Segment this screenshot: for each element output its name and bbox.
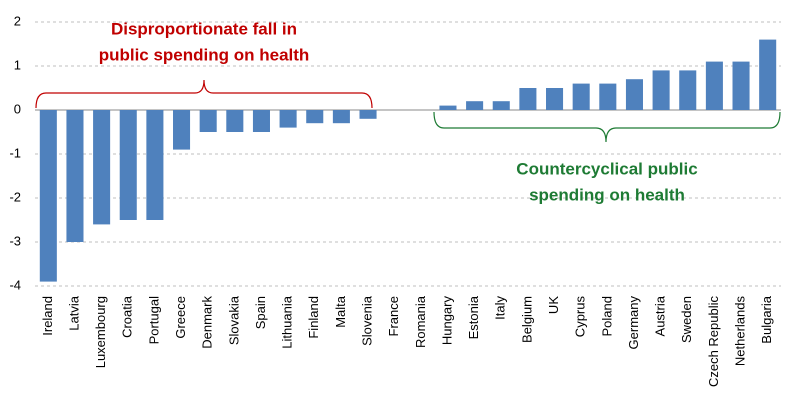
x-tick-label: Finland: [306, 296, 321, 339]
bar: [119, 110, 137, 220]
x-tick-label: Czech Republic: [706, 296, 721, 388]
bar: [93, 110, 111, 225]
brace: [35, 79, 373, 109]
x-tick-label: Cyprus: [573, 296, 588, 338]
y-tick-label: -1: [9, 145, 21, 160]
bar: [39, 110, 57, 282]
x-tick-label: Slovenia: [359, 295, 374, 346]
bar: [173, 110, 191, 150]
x-tick-label: Sweden: [679, 296, 694, 343]
bar: [466, 101, 484, 110]
bar: [732, 61, 750, 110]
y-tick-label: -4: [9, 277, 21, 292]
x-tick-label: Germany: [626, 296, 641, 350]
x-tick-label: Bulgaria: [759, 295, 774, 343]
y-tick-label: -3: [9, 233, 21, 248]
bar: [359, 110, 377, 119]
bar: [199, 110, 217, 132]
x-tick-label: Estonia: [466, 295, 481, 339]
x-tick-label: Denmark: [200, 296, 215, 349]
x-tick-label: Italy: [493, 296, 508, 320]
y-tick-label: -2: [9, 189, 21, 204]
bar: [546, 88, 564, 110]
bar: [439, 105, 457, 110]
y-tick-label: 1: [14, 57, 21, 72]
x-tick-label: Malta: [333, 295, 348, 328]
x-tick-label: France: [386, 296, 401, 336]
x-tick-label: Latvia: [66, 295, 81, 330]
x-tick-label: Spain: [253, 296, 268, 329]
y-tick-label: 2: [14, 13, 21, 28]
x-tick-label: Ireland: [40, 296, 55, 336]
bar: [679, 70, 697, 110]
brace: [433, 111, 781, 143]
bar: [705, 61, 723, 110]
x-tick-label: Lithuania: [280, 295, 295, 349]
bar: [625, 79, 643, 110]
bar: [146, 110, 164, 220]
x-tick-label: Romania: [413, 295, 428, 348]
bar: [572, 83, 590, 110]
x-tick-label: Hungary: [439, 296, 454, 346]
bar: [306, 110, 324, 124]
bar: [332, 110, 350, 124]
bar: [226, 110, 244, 132]
bar: [652, 70, 670, 110]
bar: [519, 88, 537, 110]
x-tick-label: Portugal: [146, 296, 161, 345]
bar: [252, 110, 270, 132]
annotation: Disproportionate fall in: [111, 19, 297, 38]
annotation: spending on health: [529, 185, 685, 204]
x-tick-label: Poland: [599, 296, 614, 336]
x-tick-label: Greece: [173, 296, 188, 339]
y-tick-label: 0: [14, 101, 21, 116]
x-tick-label: Slovakia: [226, 295, 241, 345]
x-tick-label: Netherlands: [732, 296, 747, 367]
bar: [66, 110, 84, 242]
annotation: public spending on health: [99, 45, 310, 64]
x-tick-label: Croatia: [120, 295, 135, 338]
bar: [279, 110, 297, 128]
bar: [759, 39, 777, 110]
x-tick-label: Belgium: [519, 296, 534, 343]
bar: [492, 101, 510, 110]
x-tick-label: Luxembourg: [93, 296, 108, 368]
bar: [599, 83, 617, 110]
x-tick-label: Austria: [653, 295, 668, 336]
annotation: Countercyclical public: [516, 159, 697, 178]
x-tick-label: UK: [546, 296, 561, 314]
